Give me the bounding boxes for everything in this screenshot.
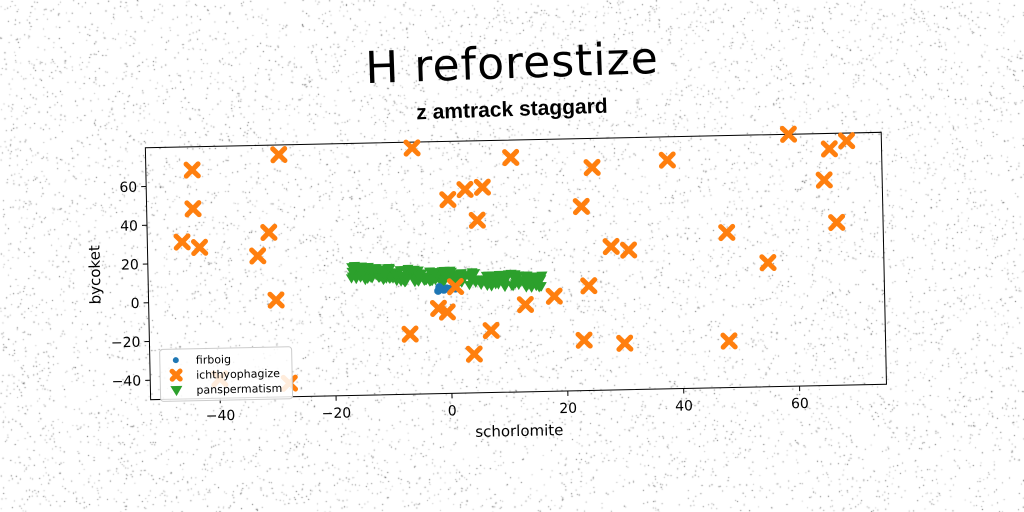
panspermatism-point: [466, 268, 478, 278]
ichthyophagize-point: [184, 200, 202, 218]
ichthyophagize-point: [190, 238, 209, 257]
x-tick-label: 60: [791, 396, 809, 412]
panspermatism-point: [493, 270, 505, 281]
panspermatism-point: [492, 280, 504, 290]
legend-label-ichthyophagize: ichthyophagize: [196, 367, 280, 382]
y-tick-label: −40: [112, 373, 142, 390]
panspermatism-point: [359, 275, 371, 286]
ichthyophagize-point: [173, 233, 191, 251]
legend-marker-panspermatism: [170, 385, 183, 397]
y-tick-label: 0: [131, 296, 140, 312]
legend-marker-ichthyophagize: [169, 368, 183, 382]
ichthyophagize-point: [572, 197, 590, 216]
ichthyophagize-point: [260, 223, 278, 242]
ichthyophagize-point: [183, 161, 201, 179]
panspermatism-point: [476, 277, 488, 287]
panspermatism-point: [378, 270, 390, 281]
panspermatism-point: [350, 274, 362, 285]
y-axis-label: bycoket: [85, 245, 104, 305]
firboig-point: [435, 282, 444, 291]
x-tick-label: 20: [559, 401, 577, 417]
ichthyophagize-point: [815, 171, 833, 189]
ichthyophagize-point: [267, 291, 285, 309]
ichthyophagize-point: [446, 278, 465, 296]
x-tick-label: −40: [206, 408, 236, 425]
ichthyophagize-point: [759, 254, 777, 272]
x-tick-label: −20: [321, 405, 351, 422]
ichthyophagize-point: [583, 158, 601, 177]
panspermatism-point: [408, 265, 420, 276]
ichthyophagize-point: [720, 332, 738, 350]
panspermatism-point: [469, 276, 481, 287]
ichthyophagize-point: [270, 146, 288, 164]
ichthyophagize-point: [718, 223, 736, 242]
panspermatism-point: [522, 280, 534, 291]
ichthyophagize-point: [249, 247, 267, 265]
ichthyophagize-point: [516, 295, 535, 314]
legend-marker-firboig: [172, 357, 179, 364]
panspermatism-point: [352, 262, 364, 273]
panspermatism-point: [424, 276, 436, 287]
ichthyophagize-point: [580, 277, 598, 295]
panspermatism-point: [445, 267, 457, 278]
panspermatism-point: [449, 277, 461, 287]
ichthyophagize-point: [456, 180, 474, 199]
ichthyophagize-point: [403, 139, 421, 157]
panspermatism-point: [413, 271, 425, 282]
ichthyophagize-point: [439, 190, 457, 209]
panspermatism-point: [368, 264, 380, 274]
panspermatism-point: [346, 267, 358, 278]
panspermatism-point: [412, 277, 424, 287]
y-tick-label: 60: [119, 180, 137, 196]
panspermatism-point: [486, 271, 498, 282]
panspermatism-point: [391, 276, 403, 287]
ichthyophagize-point: [779, 125, 798, 143]
ichthyophagize-point: [602, 237, 620, 256]
ichthyophagize-point: [438, 303, 456, 321]
ichthyophagize-point: [820, 140, 838, 158]
legend-label-panspermatism: panspermatism: [196, 382, 282, 397]
y-tick-label: 20: [121, 257, 139, 273]
legend-label-firboig: firboig: [196, 353, 231, 367]
panspermatism-point: [535, 273, 547, 283]
y-tick-label: 40: [120, 218, 138, 234]
ichthyophagize-point: [401, 325, 419, 343]
x-tick-label: 40: [675, 398, 693, 414]
ichthyophagize-point: [502, 148, 520, 167]
ichthyophagize-point: [616, 334, 634, 352]
panspermatism-point: [428, 269, 440, 280]
panspermatism-point: [383, 263, 395, 274]
panspermatism-point: [436, 267, 448, 277]
panspermatism-point: [437, 278, 449, 289]
panspermatism-point: [394, 266, 406, 276]
panspermatism-point: [395, 271, 407, 282]
ichthyophagize-point: [575, 331, 593, 349]
ichthyophagize-point: [465, 345, 483, 363]
legend-box: [159, 346, 294, 402]
ichthyophagize-point: [468, 211, 486, 229]
panspermatism-point: [463, 280, 475, 291]
panspermatism-point: [508, 273, 520, 284]
y-tick-label: −20: [111, 335, 141, 352]
x-axis-label: schorlomite: [475, 421, 564, 441]
ichthyophagize-point: [619, 241, 638, 259]
ichthyophagize-point: [473, 178, 492, 196]
ichthyophagize-point: [828, 213, 846, 232]
ichthyophagize-point: [482, 321, 500, 340]
ichthyophagize-point: [837, 132, 856, 150]
panspermatism-point: [509, 279, 521, 289]
panspermatism-point: [465, 274, 477, 284]
x-tick-label: 0: [448, 403, 457, 419]
ichthyophagize-point: [545, 287, 563, 305]
ichthyophagize-point: [658, 151, 676, 169]
panspermatism-point: [530, 276, 542, 287]
plot-frame: [144, 131, 887, 401]
